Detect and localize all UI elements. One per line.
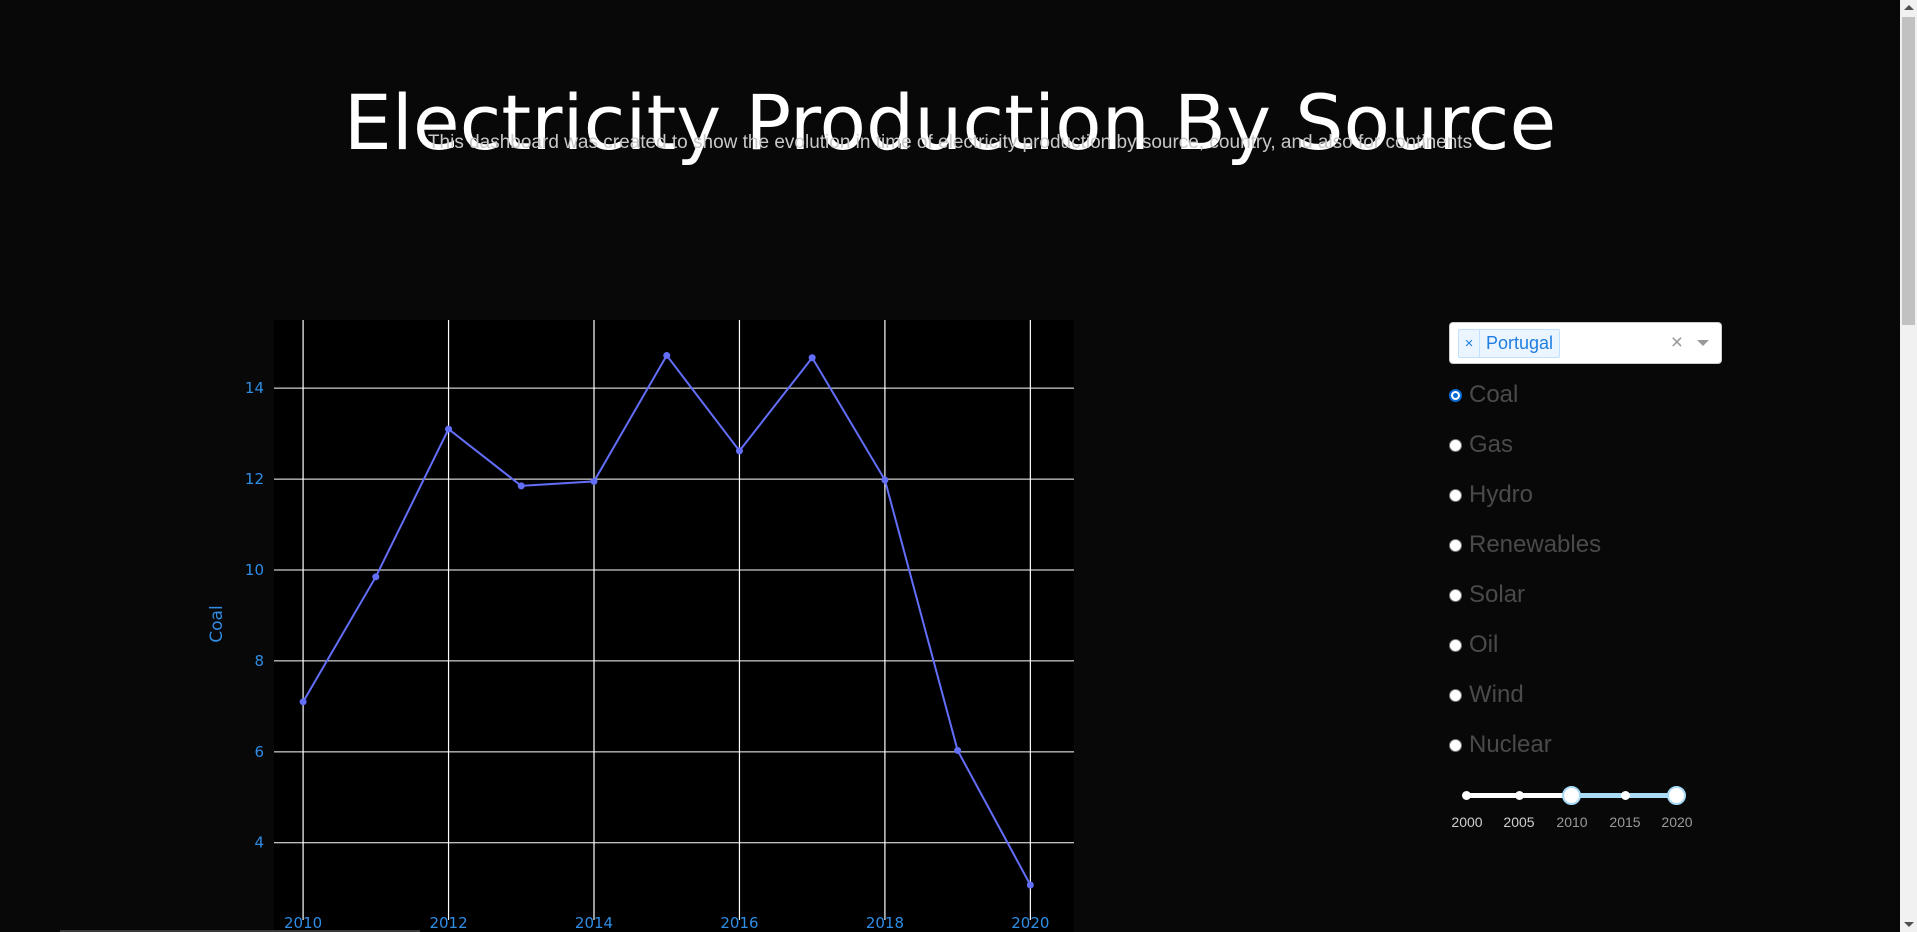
radio-label-hydro[interactable]: Hydro <box>1469 481 1534 508</box>
data-point[interactable] <box>590 477 598 485</box>
y-tick-label: 12 <box>245 470 264 488</box>
data-point[interactable] <box>808 354 816 362</box>
slider-handle-start[interactable] <box>1562 786 1581 805</box>
grid-lines <box>274 320 1074 920</box>
year-range-slider[interactable]: 2000 2005 2010 2015 2020 <box>1451 778 1695 838</box>
radio-button-nuclear[interactable] <box>1449 738 1462 752</box>
slider-dot-2015[interactable] <box>1621 791 1630 800</box>
data-point[interactable] <box>517 482 525 490</box>
x-tick-label: 2020 <box>1011 914 1049 932</box>
y-axis-title: Coal <box>207 605 227 642</box>
clear-selection-icon[interactable]: × <box>1670 331 1683 354</box>
radio-button-solar[interactable] <box>1449 588 1462 602</box>
radio-label-solar[interactable]: Solar <box>1469 581 1526 608</box>
radio-button-oil[interactable] <box>1449 638 1462 652</box>
data-point[interactable] <box>735 447 743 455</box>
radio-label-oil[interactable]: Oil <box>1469 631 1499 658</box>
country-dropdown[interactable]: × Portugal × <box>1449 322 1722 364</box>
radio-button-coal[interactable] <box>1449 388 1462 402</box>
radio-option-oil[interactable]: Oil <box>1449 620 1724 670</box>
slider-mark-2015[interactable]: 2015 <box>1609 814 1641 830</box>
radio-option-coal[interactable]: Coal <box>1449 370 1724 420</box>
radio-button-hydro[interactable] <box>1449 488 1462 502</box>
radio-label-coal[interactable]: Coal <box>1469 381 1519 408</box>
x-tick-label: 2010 <box>284 914 322 932</box>
y-tick-label: 8 <box>254 652 264 670</box>
chevron-down-icon[interactable] <box>1697 340 1709 346</box>
page-subtitle: This dashboard was created to show the e… <box>427 132 1473 153</box>
chart-svg[interactable]: 2010 2012 2014 2016 2018 2020 4 6 8 10 12 14 Coal <box>190 310 1090 932</box>
vertical-scrollbar[interactable] <box>1900 0 1917 932</box>
radio-label-wind[interactable]: Wind <box>1469 681 1524 708</box>
radio-button-gas[interactable] <box>1449 438 1462 452</box>
data-point[interactable] <box>445 425 453 433</box>
slider-mark-2020[interactable]: 2020 <box>1661 814 1693 830</box>
radio-label-nuclear[interactable]: Nuclear <box>1469 731 1552 758</box>
x-tick-label: 2014 <box>575 914 613 932</box>
slider-dot-2000[interactable] <box>1462 791 1471 800</box>
data-point[interactable] <box>954 746 962 754</box>
radio-option-wind[interactable]: Wind <box>1449 670 1724 720</box>
coal-line-chart[interactable]: 2010 2012 2014 2016 2018 2020 4 6 8 10 12 14 Coal <box>190 310 1090 932</box>
x-tick-label: 2018 <box>866 914 904 932</box>
radio-button-wind[interactable] <box>1449 688 1462 702</box>
radio-option-solar[interactable]: Solar <box>1449 570 1724 620</box>
remove-tag-icon[interactable]: × <box>1459 330 1480 357</box>
selected-country-tag: × Portugal <box>1458 329 1561 358</box>
radio-option-gas[interactable]: Gas <box>1449 420 1724 470</box>
radio-option-renewables[interactable]: Renewables <box>1449 520 1724 570</box>
plot-background <box>274 320 1074 932</box>
bottom-divider <box>60 930 420 932</box>
y-tick-label: 10 <box>245 561 264 579</box>
data-point[interactable] <box>663 351 671 359</box>
radio-button-renewables[interactable] <box>1449 538 1462 552</box>
selected-country-label: Portugal <box>1486 333 1554 353</box>
page-title: Electricity Production By Source <box>343 77 1557 167</box>
y-tick-label: 6 <box>254 743 264 761</box>
slider-handle-end[interactable] <box>1667 786 1686 805</box>
radio-label-gas[interactable]: Gas <box>1469 431 1514 458</box>
slider-mark-2010[interactable]: 2010 <box>1556 814 1588 830</box>
controls-panel: × Portugal × Coal Gas Hydro Renewables <box>1449 322 1724 838</box>
scroll-down-icon[interactable] <box>1904 922 1914 927</box>
scrollbar-thumb[interactable] <box>1902 17 1915 325</box>
slider-mark-2000[interactable]: 2000 <box>1451 814 1483 830</box>
series-points <box>299 351 1034 889</box>
slider-dot-2005[interactable] <box>1515 791 1524 800</box>
x-tick-label: 2012 <box>429 914 467 932</box>
x-tick-label: 2016 <box>720 914 758 932</box>
radio-option-hydro[interactable]: Hydro <box>1449 470 1724 520</box>
source-radio-group: Coal Gas Hydro Renewables Solar Oil <box>1449 370 1724 770</box>
data-point[interactable] <box>881 476 889 484</box>
y-tick-label: 4 <box>254 834 264 852</box>
scroll-up-icon[interactable] <box>1904 5 1914 10</box>
radio-label-renewables[interactable]: Renewables <box>1469 531 1602 558</box>
axis-ticks: 2010 2012 2014 2016 2018 2020 4 6 8 10 12 14 <box>245 379 1050 932</box>
data-point[interactable] <box>299 698 307 706</box>
y-tick-label: 14 <box>245 379 264 397</box>
data-point[interactable] <box>372 573 380 581</box>
radio-option-nuclear[interactable]: Nuclear <box>1449 720 1724 770</box>
slider-mark-2005[interactable]: 2005 <box>1503 814 1535 830</box>
data-point[interactable] <box>1026 881 1034 889</box>
